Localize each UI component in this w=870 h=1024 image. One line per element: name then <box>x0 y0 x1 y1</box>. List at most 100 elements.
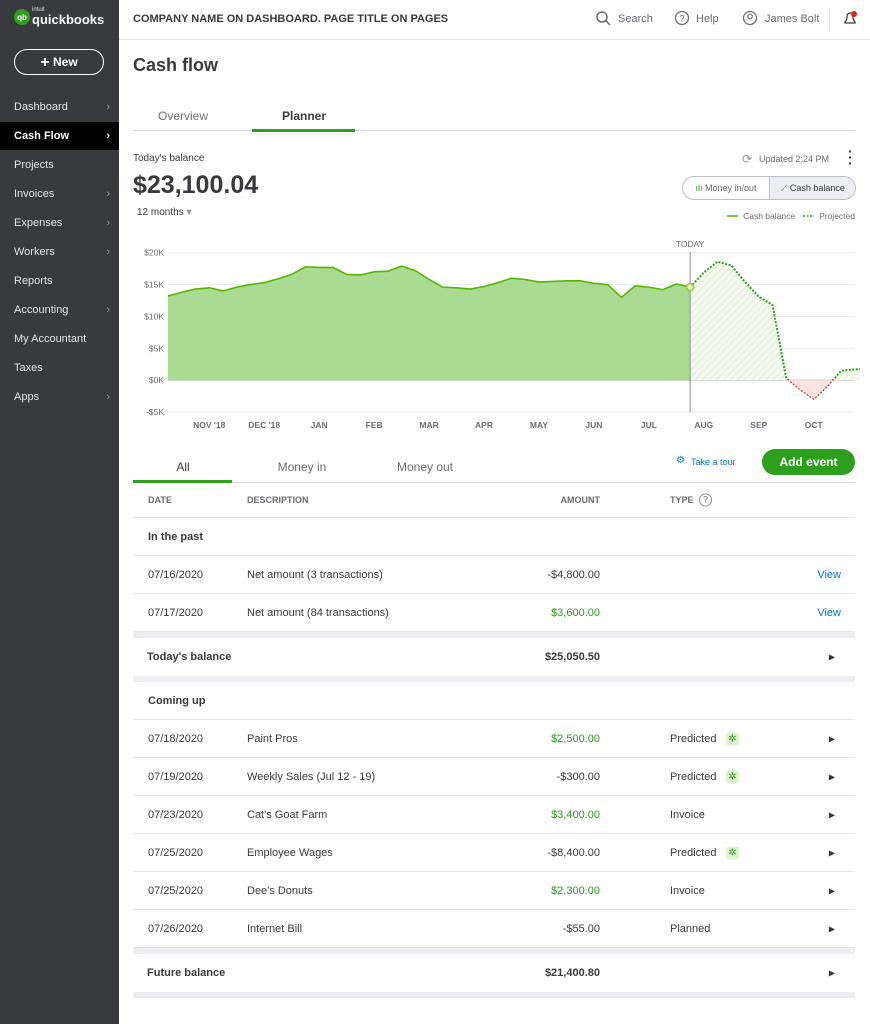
nav-item[interactable]: Expenses › <box>0 209 119 237</box>
chevron: › <box>106 217 110 229</box>
legend-label: Cash balance <box>743 211 795 221</box>
search[interactable]: Search <box>618 13 653 25</box>
new-button[interactable]: + New <box>14 49 104 75</box>
new-label: New <box>53 55 78 69</box>
view-link[interactable]: View <box>817 568 841 581</box>
area <box>168 266 691 381</box>
nav-item[interactable]: Reports <box>0 267 119 295</box>
nav-item[interactable]: Dashboard › <box>0 93 119 121</box>
description: Cat's Goat Farm <box>247 808 328 821</box>
total-amount: $21,400.80 <box>544 966 600 979</box>
y-tick-label: -$5K <box>146 407 164 417</box>
nav-item[interactable]: Invoices › <box>0 180 119 208</box>
y-tick-label: $5K <box>149 343 164 353</box>
tab-underline <box>252 129 355 132</box>
nav-label: Workers <box>14 246 55 258</box>
svg-text:qb: qb <box>17 13 27 22</box>
add-event[interactable]: Add event <box>762 449 855 475</box>
table-row[interactable]: 07/25/2020 Dee's Donuts $2,300.00 Invoice ▶ <box>133 872 855 910</box>
nav-item[interactable]: Projects <box>0 151 119 179</box>
x-tick-label: NOV '18 <box>193 420 226 430</box>
table-row[interactable]: 07/16/2020 Net amount (3 transactions) -$4… <box>133 556 855 594</box>
description: Dee's Donuts <box>247 884 313 897</box>
updated: Updated 2:24 PM <box>759 154 830 164</box>
nav-label: Projects <box>14 159 54 171</box>
y-tick-label: $15K <box>144 280 164 290</box>
total-row[interactable]: Future balance $21,400.80 ▶ <box>133 954 855 991</box>
type: Invoice <box>670 884 705 897</box>
column-header: TYPE <box>670 494 694 505</box>
user-name[interactable]: James Bolt <box>765 13 820 25</box>
line <box>167 265 691 299</box>
list-tab-underline <box>133 480 232 483</box>
row-chevron: ▶ <box>828 924 835 933</box>
nav-label: My Accountant <box>14 333 87 345</box>
list-tab[interactable]: Money in <box>277 460 327 474</box>
nav-item[interactable]: Apps › <box>0 383 119 411</box>
divider <box>829 8 830 32</box>
period[interactable]: 12 months ▾ <box>137 207 192 218</box>
brand: quickbooks <box>32 12 105 27</box>
kebab[interactable]: · · · <box>848 143 853 171</box>
list-tab[interactable]: Money out <box>396 460 454 474</box>
table-row[interactable]: 07/17/2020 Net amount (84 transactions) $3… <box>133 594 855 632</box>
list-tab-rule <box>133 482 855 483</box>
toggle-money-label: Money in/out <box>705 183 757 193</box>
table-row[interactable]: 07/25/2020 Employee Wages -$8,400.00 Predic… <box>133 834 855 872</box>
column-header: DESCRIPTION <box>247 494 309 505</box>
nav-item[interactable]: Accounting › <box>0 296 119 324</box>
section-title-row: Coming up <box>133 682 855 720</box>
area <box>788 380 834 400</box>
nav-item[interactable]: My Accountant <box>0 325 119 353</box>
nav-label: Reports <box>14 275 53 287</box>
nav-label: Taxes <box>14 362 43 374</box>
table-row[interactable]: 07/23/2020 Cat's Goat Farm $3,400.00 Invoic… <box>133 796 855 834</box>
help[interactable]: Help <box>696 13 719 25</box>
toggle-money[interactable]: ılı Money in/out <box>695 183 757 193</box>
bell-icon[interactable] <box>842 10 860 28</box>
x-tick-label: APR <box>475 420 493 430</box>
row-chevron: ▶ <box>828 734 835 743</box>
table-row[interactable]: 07/18/2020 Paint Pros $2,500.00 Predicted ✲ ▶ <box>133 720 855 758</box>
table-row[interactable]: 07/26/2020 Internet Bill -$55.00 Planned ▶ <box>133 910 855 948</box>
amount: -$8,400.00 <box>547 846 600 859</box>
predicted-icon: ✲ <box>726 770 739 783</box>
tab-overview[interactable]: Overview <box>158 109 209 123</box>
refresh-icon[interactable]: ⟳ <box>742 152 753 166</box>
predicted-icon: ✲ <box>726 846 739 859</box>
view-link[interactable]: View <box>817 606 841 619</box>
section-title-row: In the past <box>133 518 855 556</box>
amount: -$4,800.00 <box>547 568 600 581</box>
x-tick-label: JAN <box>311 420 328 430</box>
nav-item[interactable]: Taxes <box>0 354 119 382</box>
date: 07/23/2020 <box>148 808 204 821</box>
nav-item[interactable]: Cash Flow › <box>0 122 119 150</box>
x-tick-label: FEB <box>366 420 383 430</box>
nav-label: Accounting <box>14 304 69 316</box>
x-tick-label: JUL <box>641 420 657 430</box>
description: Net amount (84 transactions) <box>247 606 389 619</box>
top-bar <box>119 0 870 40</box>
date: 07/25/2020 <box>148 846 204 859</box>
toggle-balance[interactable]: ⟋ Cash balance <box>769 177 855 199</box>
nav-item[interactable]: Workers › <box>0 238 119 266</box>
x-tick-label: MAR <box>419 420 438 430</box>
sidebar: qb intuit quickbooks + New Dashboard › Cas… <box>0 0 119 1024</box>
table-row[interactable]: 07/19/2020 Weekly Sales (Jul 12 - 19) -$30… <box>133 758 855 796</box>
section-gap <box>133 632 855 638</box>
date: 07/18/2020 <box>148 732 204 745</box>
take-tour[interactable]: Take a tour <box>691 457 736 467</box>
tour-icon: ⚙ <box>676 455 685 466</box>
brand-small: intuit <box>32 7 45 13</box>
list-tab[interactable]: All <box>176 460 190 474</box>
total-row[interactable]: Today's balance $25,050.50 ▶ <box>133 638 855 675</box>
table-header: DATE DESCRIPTION AMOUNT TYPE? <box>133 482 855 518</box>
tab-planner[interactable]: Planner <box>282 109 327 123</box>
amount: -$55.00 <box>562 922 600 935</box>
amount: $2,500.00 <box>551 732 600 745</box>
x-tick-label: SEP <box>750 420 767 430</box>
amount: $2,300.00 <box>551 884 600 897</box>
description: Weekly Sales (Jul 12 - 19) <box>247 770 376 783</box>
line <box>689 260 860 381</box>
